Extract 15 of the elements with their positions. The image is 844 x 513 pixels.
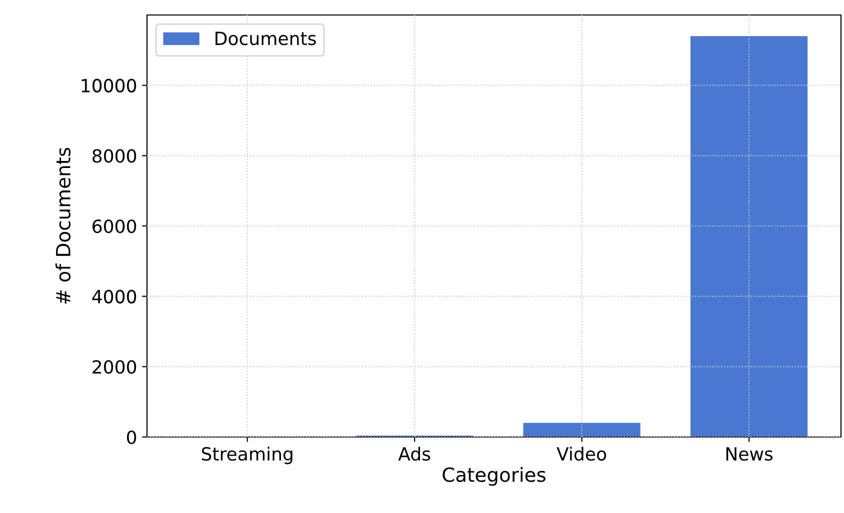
y-tick-label: 4000 (92, 290, 136, 304)
bar (523, 422, 640, 437)
x-tick-label: Ads (398, 446, 430, 461)
y-axis-title: # of Documents (55, 148, 71, 304)
y-tick-label: 6000 (92, 219, 136, 234)
x-axis-title: Categories (442, 466, 546, 486)
y-tick-label: 0 (126, 430, 136, 444)
x-tick-label: Streaming (202, 446, 292, 464)
bar (690, 36, 808, 437)
x-tick-label: News (726, 447, 773, 461)
x-tick-label: Video (556, 446, 606, 461)
y-tick-label: 10000 (82, 78, 136, 92)
y-tick-label: 2000 (92, 360, 136, 374)
y-tick-label: 8000 (92, 149, 136, 163)
legend-label: Documents (216, 32, 316, 46)
